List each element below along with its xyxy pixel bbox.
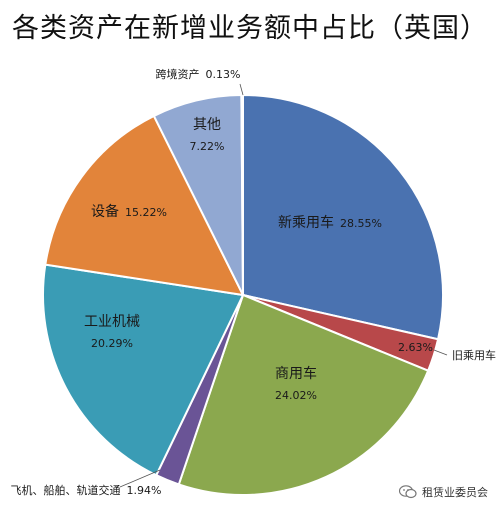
slice-value-label: 28.55% — [340, 217, 382, 230]
watermark: 租赁业委员会 — [399, 484, 488, 500]
watermark-text: 租赁业委员会 — [422, 486, 488, 499]
slice-label: 其他 — [193, 117, 221, 133]
slice-label: 旧乘用车 — [452, 348, 496, 362]
slice-value-label: 24.02% — [275, 389, 317, 402]
slice-name: 飞机、船舶、轨道交通 — [11, 483, 121, 497]
slice-label: 跨境资产 0.13% — [156, 67, 241, 81]
slice-value-label: 2.63% — [398, 341, 433, 354]
slice-value-label: 15.22% — [125, 206, 167, 219]
chart-title: 各类资产在新增业务额中占比（英国） — [12, 13, 488, 44]
slice-label: 设备 15.22% — [91, 203, 167, 220]
slice-name: 跨境资产 — [156, 67, 200, 81]
slice-label: 工业机械 — [84, 314, 140, 330]
wechat-icon — [399, 485, 417, 499]
pie-slice — [177, 293, 430, 496]
leader-line — [239, 83, 244, 96]
leader-line — [433, 349, 448, 356]
slice-label: 商用车 — [275, 365, 317, 382]
pie-slice — [42, 263, 245, 477]
pie-slice — [242, 93, 444, 341]
slice-name: 新乘用车 — [278, 214, 334, 231]
slice-label: 新乘用车 28.55% — [278, 214, 382, 231]
slice-value-label: 7.22% — [190, 140, 225, 153]
slice-name: 设备 — [91, 203, 119, 220]
slice-value-label: 1.94% — [127, 484, 162, 497]
leader-line — [119, 469, 161, 488]
slice-label: 飞机、船舶、轨道交通 1.94% — [11, 483, 162, 497]
pie-slice — [44, 114, 245, 297]
slice-value-label: 0.13% — [206, 68, 241, 81]
slice-value-label: 20.29% — [91, 337, 133, 350]
